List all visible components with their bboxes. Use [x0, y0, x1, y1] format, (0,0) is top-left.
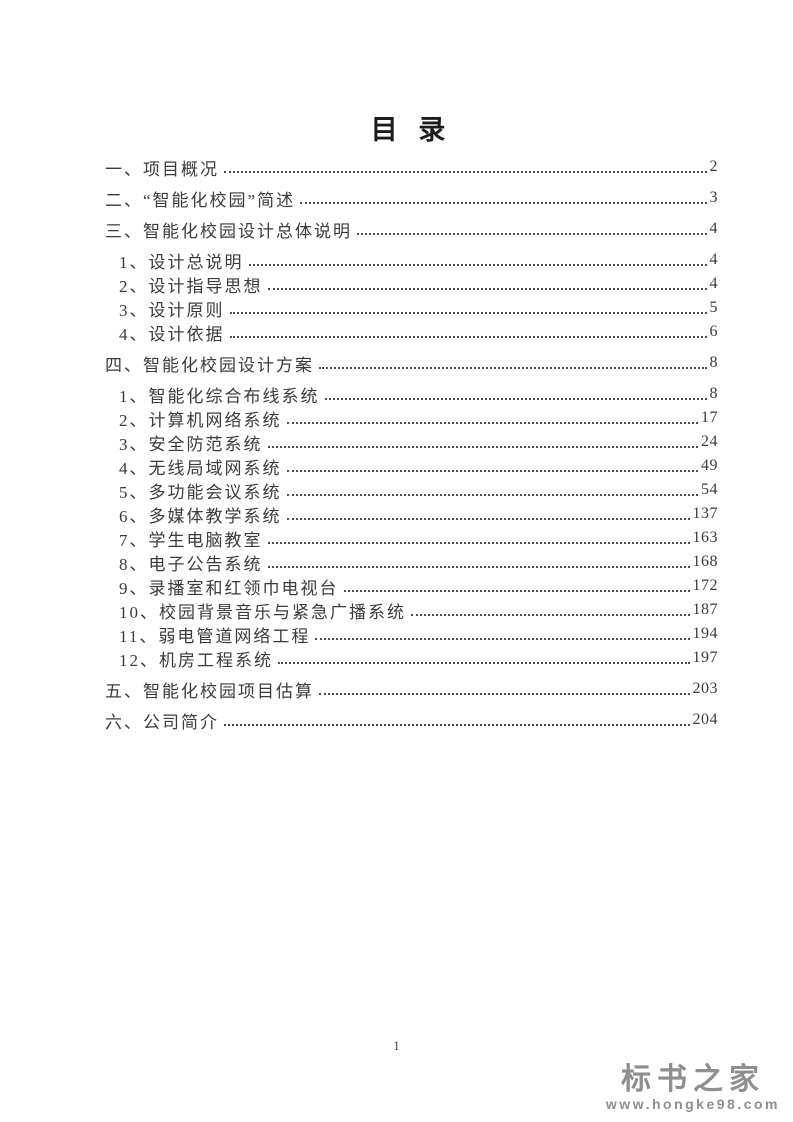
toc-entry-page: 4 [709, 275, 718, 292]
dotted-leader [286, 518, 690, 520]
toc-entry-page: 137 [692, 505, 718, 522]
toc-entry-page: 203 [692, 680, 718, 697]
toc-entry[interactable]: 五、智能化校园项目估算 203 [105, 677, 718, 701]
toc-entry-label: 5、多功能会议系统 [119, 482, 282, 502]
toc-entry[interactable]: 8、电子公告系统 168 [105, 550, 718, 574]
page-title: 目 录 [370, 115, 453, 145]
toc-entry-label: 1、智能化综合布线系统 [119, 386, 320, 406]
toc-entry-page: 8 [709, 385, 718, 402]
toc-entry[interactable]: 12、机房工程系统 197 [105, 646, 718, 670]
toc-entry[interactable]: 4、设计依据 6 [105, 320, 718, 344]
toc-entry-label: 二、“智能化校园”简述 [105, 190, 296, 210]
toc-entry-label: 四、智能化校园设计方案 [105, 355, 314, 375]
toc-entry-page: 49 [701, 457, 718, 474]
dotted-leader [224, 724, 690, 726]
toc-entry-label: 2、设计指导思想 [119, 276, 263, 296]
toc-entry-page: 197 [692, 649, 718, 666]
toc-entry-page: 6 [709, 323, 718, 340]
dotted-leader [224, 171, 707, 173]
dotted-leader [324, 398, 707, 400]
toc-entry[interactable]: 9、录播室和红领巾电视台 172 [105, 574, 718, 598]
toc-entry[interactable]: 二、“智能化校园”简述 3 [105, 186, 718, 210]
toc-list: 一、项目概况 2 二、“智能化校园”简述 3 三、智能化校园设计总体说明 4 1、设计总说明… [105, 155, 718, 732]
toc-entry-label: 一、项目概况 [105, 159, 219, 179]
toc-entry-page: 2 [709, 158, 718, 175]
toc-entry[interactable]: 四、智能化校园设计方案 8 [105, 351, 718, 375]
toc-entry-label: 11、弱电管道网络工程 [119, 626, 311, 646]
toc-entry[interactable]: 三、智能化校园设计总体说明 4 [105, 217, 718, 241]
toc-entry-label: 7、学生电脑教室 [119, 530, 263, 550]
toc-entry-page: 4 [709, 220, 718, 237]
watermark-brand: 标书之家 [620, 1063, 765, 1096]
dotted-leader [267, 288, 707, 290]
toc-entry[interactable]: 1、设计总说明 4 [105, 248, 718, 272]
toc-entry-label: 9、录播室和红领巾电视台 [119, 578, 339, 598]
toc-entry-page: 172 [692, 577, 718, 594]
toc-entry[interactable]: 1、智能化综合布线系统 8 [105, 382, 718, 406]
toc-entry-label: 2、计算机网络系统 [119, 410, 282, 430]
toc-entry-page: 54 [701, 481, 718, 498]
toc-entry[interactable]: 2、计算机网络系统 17 [105, 406, 718, 430]
toc-entry[interactable]: 5、多功能会议系统 54 [105, 478, 718, 502]
toc-entry-page: 17 [701, 409, 718, 426]
dotted-leader [229, 312, 707, 314]
dotted-leader [343, 590, 690, 592]
toc-entry-page: 194 [692, 625, 718, 642]
dotted-leader [300, 202, 707, 204]
watermark: 标书之家 www.hongke98.com [605, 1063, 780, 1113]
dotted-leader [319, 693, 690, 695]
toc-content: 目 录 一、项目概况 2 二、“智能化校园”简述 3 三、智能化校园设计总体说明 4 1、设… [105, 112, 718, 739]
toc-entry-page: 163 [692, 529, 718, 546]
toc-entry-page: 187 [692, 601, 718, 618]
toc-entry-label: 4、无线局域网系统 [119, 458, 282, 478]
toc-entry-page: 168 [692, 553, 718, 570]
toc-entry[interactable]: 4、无线局域网系统 49 [105, 454, 718, 478]
dotted-leader [286, 494, 698, 496]
toc-entry-label: 五、智能化校园项目估算 [105, 681, 314, 701]
dotted-leader [267, 446, 698, 448]
toc-entry-label: 6、多媒体教学系统 [119, 506, 282, 526]
toc-entry[interactable]: 一、项目概况 2 [105, 155, 718, 179]
toc-entry-page: 24 [701, 433, 718, 450]
toc-entry-label: 六、公司简介 [105, 712, 219, 732]
toc-entry-label: 12、机房工程系统 [119, 650, 273, 670]
toc-entry[interactable]: 六、公司简介 204 [105, 708, 718, 732]
page-number: 1 [393, 1038, 400, 1053]
toc-entry[interactable]: 2、设计指导思想 4 [105, 272, 718, 296]
dotted-leader [286, 470, 698, 472]
toc-entry-page: 5 [709, 299, 718, 316]
dotted-leader [411, 614, 690, 616]
dotted-leader [357, 233, 707, 235]
toc-entry[interactable]: 10、校园背景音乐与紧急广播系统 187 [105, 598, 718, 622]
toc-entry[interactable]: 6、多媒体教学系统 137 [105, 502, 718, 526]
toc-entry-label: 1、设计总说明 [119, 252, 244, 272]
dotted-leader [315, 638, 690, 640]
dotted-leader [278, 662, 690, 664]
toc-entry-label: 三、智能化校园设计总体说明 [105, 221, 352, 241]
toc-entry-page: 3 [709, 189, 718, 206]
dotted-leader [267, 566, 690, 568]
toc-entry[interactable]: 11、弱电管道网络工程 194 [105, 622, 718, 646]
dotted-leader [229, 336, 707, 338]
toc-entry-label: 4、设计依据 [119, 324, 225, 344]
toc-entry-label: 3、设计原则 [119, 300, 225, 320]
toc-entry[interactable]: 3、安全防范系统 24 [105, 430, 718, 454]
toc-entry-page: 8 [709, 354, 718, 371]
toc-entry-page: 4 [709, 251, 718, 268]
dotted-leader [286, 422, 698, 424]
watermark-site: www.hongke98.com [605, 1096, 780, 1112]
toc-entry-page: 204 [692, 711, 718, 728]
dotted-leader [319, 367, 707, 369]
toc-entry-label: 3、安全防范系统 [119, 434, 263, 454]
toc-entry[interactable]: 7、学生电脑教室 163 [105, 526, 718, 550]
toc-entry-label: 10、校园背景音乐与紧急广播系统 [119, 602, 406, 622]
toc-entry[interactable]: 3、设计原则 5 [105, 296, 718, 320]
toc-entry-label: 8、电子公告系统 [119, 554, 263, 574]
dotted-leader [248, 264, 707, 266]
dotted-leader [267, 542, 690, 544]
